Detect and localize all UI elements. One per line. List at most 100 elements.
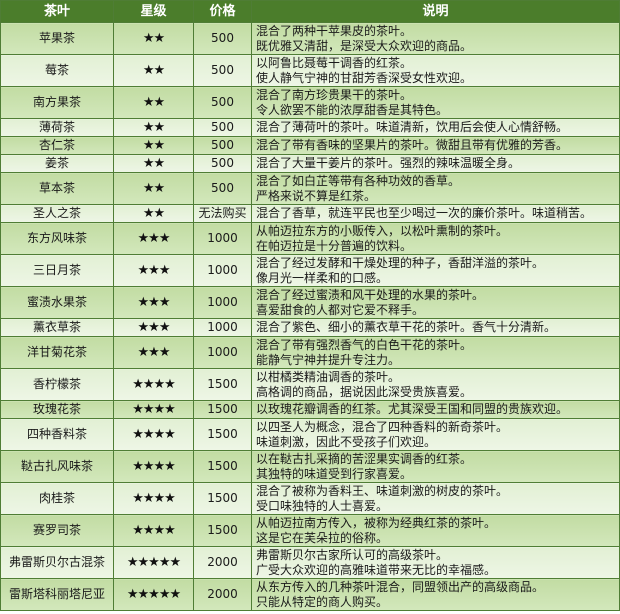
star-rating: ★★★ <box>113 318 194 337</box>
price: 2000 <box>193 546 252 579</box>
description-line: 喜爱甜食的人都对它爱不释手。 <box>256 302 425 317</box>
table-row: 苹果茶 ★★ 500 混合了两种干苹果皮的茶叶。 既优雅又清甜，是深受大众欢迎的商品。 <box>0 22 620 55</box>
star-rating: ★★★★ <box>113 400 194 419</box>
description: 以四圣人为概念，混合了四种香料的新奇茶叶。 味道刺激，因此不受孩子们欢迎。 <box>251 418 620 451</box>
tea-name: 鞑古扎风味茶 <box>0 450 114 483</box>
price: 2000 <box>193 578 252 611</box>
tea-name: 薄荷茶 <box>0 118 114 137</box>
description-line: 混合了被称为香料王、味道刺激的树皮的茶叶。 <box>256 483 509 498</box>
price: 1000 <box>193 286 252 319</box>
tea-name: 苹果茶 <box>0 22 114 55</box>
description-line: 令人欲罢不能的浓厚甜香是其特色。 <box>256 102 449 117</box>
description-line: 混合了香草，就连平民也至少喝过一次的廉价茶叶。味道稍苦。 <box>256 206 593 220</box>
description-line: 从东方传入的几种茶叶混合，同盟领出产的高级商品。 <box>256 579 545 594</box>
description-line: 在帕迈拉是十分普遍的饮料。 <box>256 238 413 253</box>
tea-name: 三日月茶 <box>0 254 114 287</box>
star-rating: ★★★★ <box>113 482 194 515</box>
description-line: 混合了南方珍贵果干的茶叶。 <box>256 87 413 102</box>
tea-name: 香柠檬茶 <box>0 368 114 401</box>
description: 以玫瑰花瓣调香的红茶。尤其深受王国和同盟的贵族欢迎。 <box>251 400 620 419</box>
star-rating: ★★ <box>113 172 194 205</box>
description-line: 高格调的商品，据说因此深受贵族喜爱。 <box>256 384 473 399</box>
description: 从东方传入的几种茶叶混合，同盟领出产的高级商品。 只能从特定的商人购买。 <box>251 578 620 611</box>
star-rating: ★★★★ <box>113 450 194 483</box>
star-rating: ★★ <box>113 154 194 173</box>
star-rating: ★★★★ <box>113 418 194 451</box>
description-line: 只能从特定的商人购买。 <box>256 594 389 609</box>
table-row: 杏仁茶 ★★ 500 混合了带有香味的坚果片的茶叶。微甜且带有优雅的芳香。 <box>0 136 620 155</box>
price: 500 <box>193 54 252 87</box>
description-line: 混合了带有强烈香气的白色干花的茶叶。 <box>256 337 473 352</box>
description-line: 以四圣人为概念，混合了四种香料的新奇茶叶。 <box>256 419 509 434</box>
star-rating: ★★★★★ <box>113 546 194 579</box>
star-rating: ★★ <box>113 136 194 155</box>
description: 混合了带有强烈香气的白色干花的茶叶。 能静气宁神并提升专注力。 <box>251 336 620 369</box>
description: 混合了香草，就连平民也至少喝过一次的廉价茶叶。味道稍苦。 <box>251 204 620 223</box>
description-line: 以在鞑古扎采摘的苦涩果实调香的红茶。 <box>256 451 473 466</box>
table-row: 雷斯塔科丽塔尼亚 ★★★★★ 2000 从东方传入的几种茶叶混合，同盟领出产的高级商品… <box>0 578 620 611</box>
price: 500 <box>193 154 252 173</box>
star-rating: ★★★ <box>113 254 194 287</box>
tea-name: 圣人之茶 <box>0 204 114 223</box>
description-line: 以玫瑰花瓣调香的红茶。尤其深受王国和同盟的贵族欢迎。 <box>256 402 569 416</box>
description: 混合了紫色、细小的薰衣草干花的茶叶。香气十分清新。 <box>251 318 620 337</box>
star-rating: ★★ <box>113 54 194 87</box>
star-rating: ★★★ <box>113 222 194 255</box>
description-line: 从帕迈拉东方的小贩传入，以松叶熏制的茶叶。 <box>256 223 509 238</box>
description-line: 其独特的味道受到行家喜爱。 <box>256 466 413 481</box>
tea-name: 赛罗司茶 <box>0 514 114 547</box>
tea-name: 南方果茶 <box>0 86 114 119</box>
price: 500 <box>193 136 252 155</box>
price: 1500 <box>193 418 252 451</box>
description-line: 广受大众欢迎的高雅味道带来无比的幸福感。 <box>256 562 497 577</box>
description: 混合了经过发酵和干燥处理的种子，香甜洋溢的茶叶。 像月光一样柔和的口感。 <box>251 254 620 287</box>
description-line: 混合了两种干苹果皮的茶叶。 <box>256 23 413 38</box>
description-line: 弗雷斯贝尔古家所认可的高级茶叶。 <box>256 547 449 562</box>
header-price: 价格 <box>193 0 252 23</box>
description: 混合了南方珍贵果干的茶叶。 令人欲罢不能的浓厚甜香是其特色。 <box>251 86 620 119</box>
price: 1000 <box>193 222 252 255</box>
description-line: 混合了经过蜜渍和风干处理的水果的茶叶。 <box>256 287 485 302</box>
tea-name: 四种香料茶 <box>0 418 114 451</box>
table-row: 赛罗司茶 ★★★★ 1500 从帕迈拉南方传入，被称为经典红茶的茶叶。 这是它在芙朵拉的… <box>0 514 620 547</box>
table-row: 薄荷茶 ★★ 500 混合了薄荷叶的茶叶。味道清新，饮用后会使人心情舒畅。 <box>0 118 620 137</box>
description-line: 混合了紫色、细小的薰衣草干花的茶叶。香气十分清新。 <box>256 320 557 334</box>
header-tea: 茶叶 <box>0 0 114 23</box>
star-rating: ★★ <box>113 118 194 137</box>
star-rating: ★★★★★ <box>113 578 194 611</box>
star-rating: ★★★★ <box>113 368 194 401</box>
price: 无法购买 <box>193 204 252 223</box>
price: 1000 <box>193 254 252 287</box>
star-rating: ★★★★ <box>113 514 194 547</box>
description: 混合了如白芷等带有各种功效的香草。 严格来说不算是红茶。 <box>251 172 620 205</box>
description-line: 像月光一样柔和的口感。 <box>256 270 389 285</box>
description: 混合了大量干姜片的茶叶。强烈的辣味温暖全身。 <box>251 154 620 173</box>
description: 混合了两种干苹果皮的茶叶。 既优雅又清甜，是深受大众欢迎的商品。 <box>251 22 620 55</box>
star-rating: ★★★ <box>113 336 194 369</box>
price: 1500 <box>193 400 252 419</box>
description-line: 混合了薄荷叶的茶叶。味道清新，饮用后会使人心情舒畅。 <box>256 120 569 134</box>
tea-name: 杏仁茶 <box>0 136 114 155</box>
star-rating: ★★★ <box>113 286 194 319</box>
price: 1500 <box>193 514 252 547</box>
tea-name: 姜茶 <box>0 154 114 173</box>
description-line: 混合了带有香味的坚果片的茶叶。微甜且带有优雅的芳香。 <box>256 138 569 152</box>
description-line: 使人静气宁神的甘甜芳香深受女性欢迎。 <box>256 70 473 85</box>
table-row: 肉桂茶 ★★★★ 1500 混合了被称为香料王、味道刺激的树皮的茶叶。 受口味独特的人士… <box>0 482 620 515</box>
table-row: 弗雷斯贝尔古混茶 ★★★★★ 2000 弗雷斯贝尔古家所认可的高级茶叶。 广受大众欢迎的… <box>0 546 620 579</box>
tea-name: 肉桂茶 <box>0 482 114 515</box>
table-row: 东方风味茶 ★★★ 1000 从帕迈拉东方的小贩传入，以松叶熏制的茶叶。 在帕迈拉是十分… <box>0 222 620 255</box>
tea-name: 草本茶 <box>0 172 114 205</box>
description-line: 这是它在芙朵拉的俗称。 <box>256 530 389 545</box>
description: 混合了带有香味的坚果片的茶叶。微甜且带有优雅的芳香。 <box>251 136 620 155</box>
table-row: 洋甘菊花茶 ★★★ 1000 混合了带有强烈香气的白色干花的茶叶。 能静气宁神并提升专注… <box>0 336 620 369</box>
header-stars: 星级 <box>113 0 194 23</box>
price: 1500 <box>193 450 252 483</box>
description-line: 混合了如白芷等带有各种功效的香草。 <box>256 173 461 188</box>
description: 以柑橘类精油调香的茶叶。 高格调的商品，据说因此深受贵族喜爱。 <box>251 368 620 401</box>
description-line: 以柑橘类精油调香的茶叶。 <box>256 369 401 384</box>
price: 500 <box>193 118 252 137</box>
table-row: 蜜渍水果茶 ★★★ 1000 混合了经过蜜渍和风干处理的水果的茶叶。 喜爱甜食的人都对它… <box>0 286 620 319</box>
price: 1500 <box>193 368 252 401</box>
table-row: 草本茶 ★★ 500 混合了如白芷等带有各种功效的香草。 严格来说不算是红茶。 <box>0 172 620 205</box>
